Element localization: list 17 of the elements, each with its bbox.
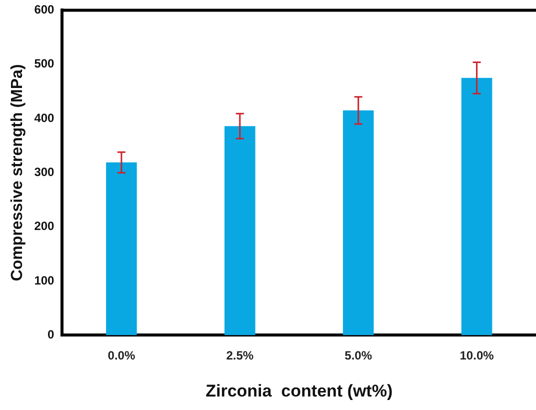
y-tick-label: 200 [34, 219, 55, 234]
y-tick-label: 100 [34, 273, 55, 288]
y-tick-label: 500 [34, 56, 55, 71]
bar [342, 110, 374, 336]
x-tick-label: 5.0% [344, 348, 372, 363]
bar [224, 126, 256, 336]
bar [461, 78, 492, 336]
y-axis-title: Compressive strength (MPa) [9, 64, 26, 282]
x-axis-title: Zirconia content (wt%) [206, 381, 393, 400]
bar [106, 162, 137, 336]
y-tick-label: 600 [34, 2, 55, 17]
y-tick-label: 400 [34, 110, 55, 125]
y-tick-label: 300 [34, 165, 55, 180]
x-tick-label: 10.0% [460, 348, 494, 363]
x-tick-label: 0.0% [108, 348, 136, 363]
y-tick-label: 0 [48, 328, 55, 342]
x-tick-label: 2.5% [226, 348, 254, 363]
